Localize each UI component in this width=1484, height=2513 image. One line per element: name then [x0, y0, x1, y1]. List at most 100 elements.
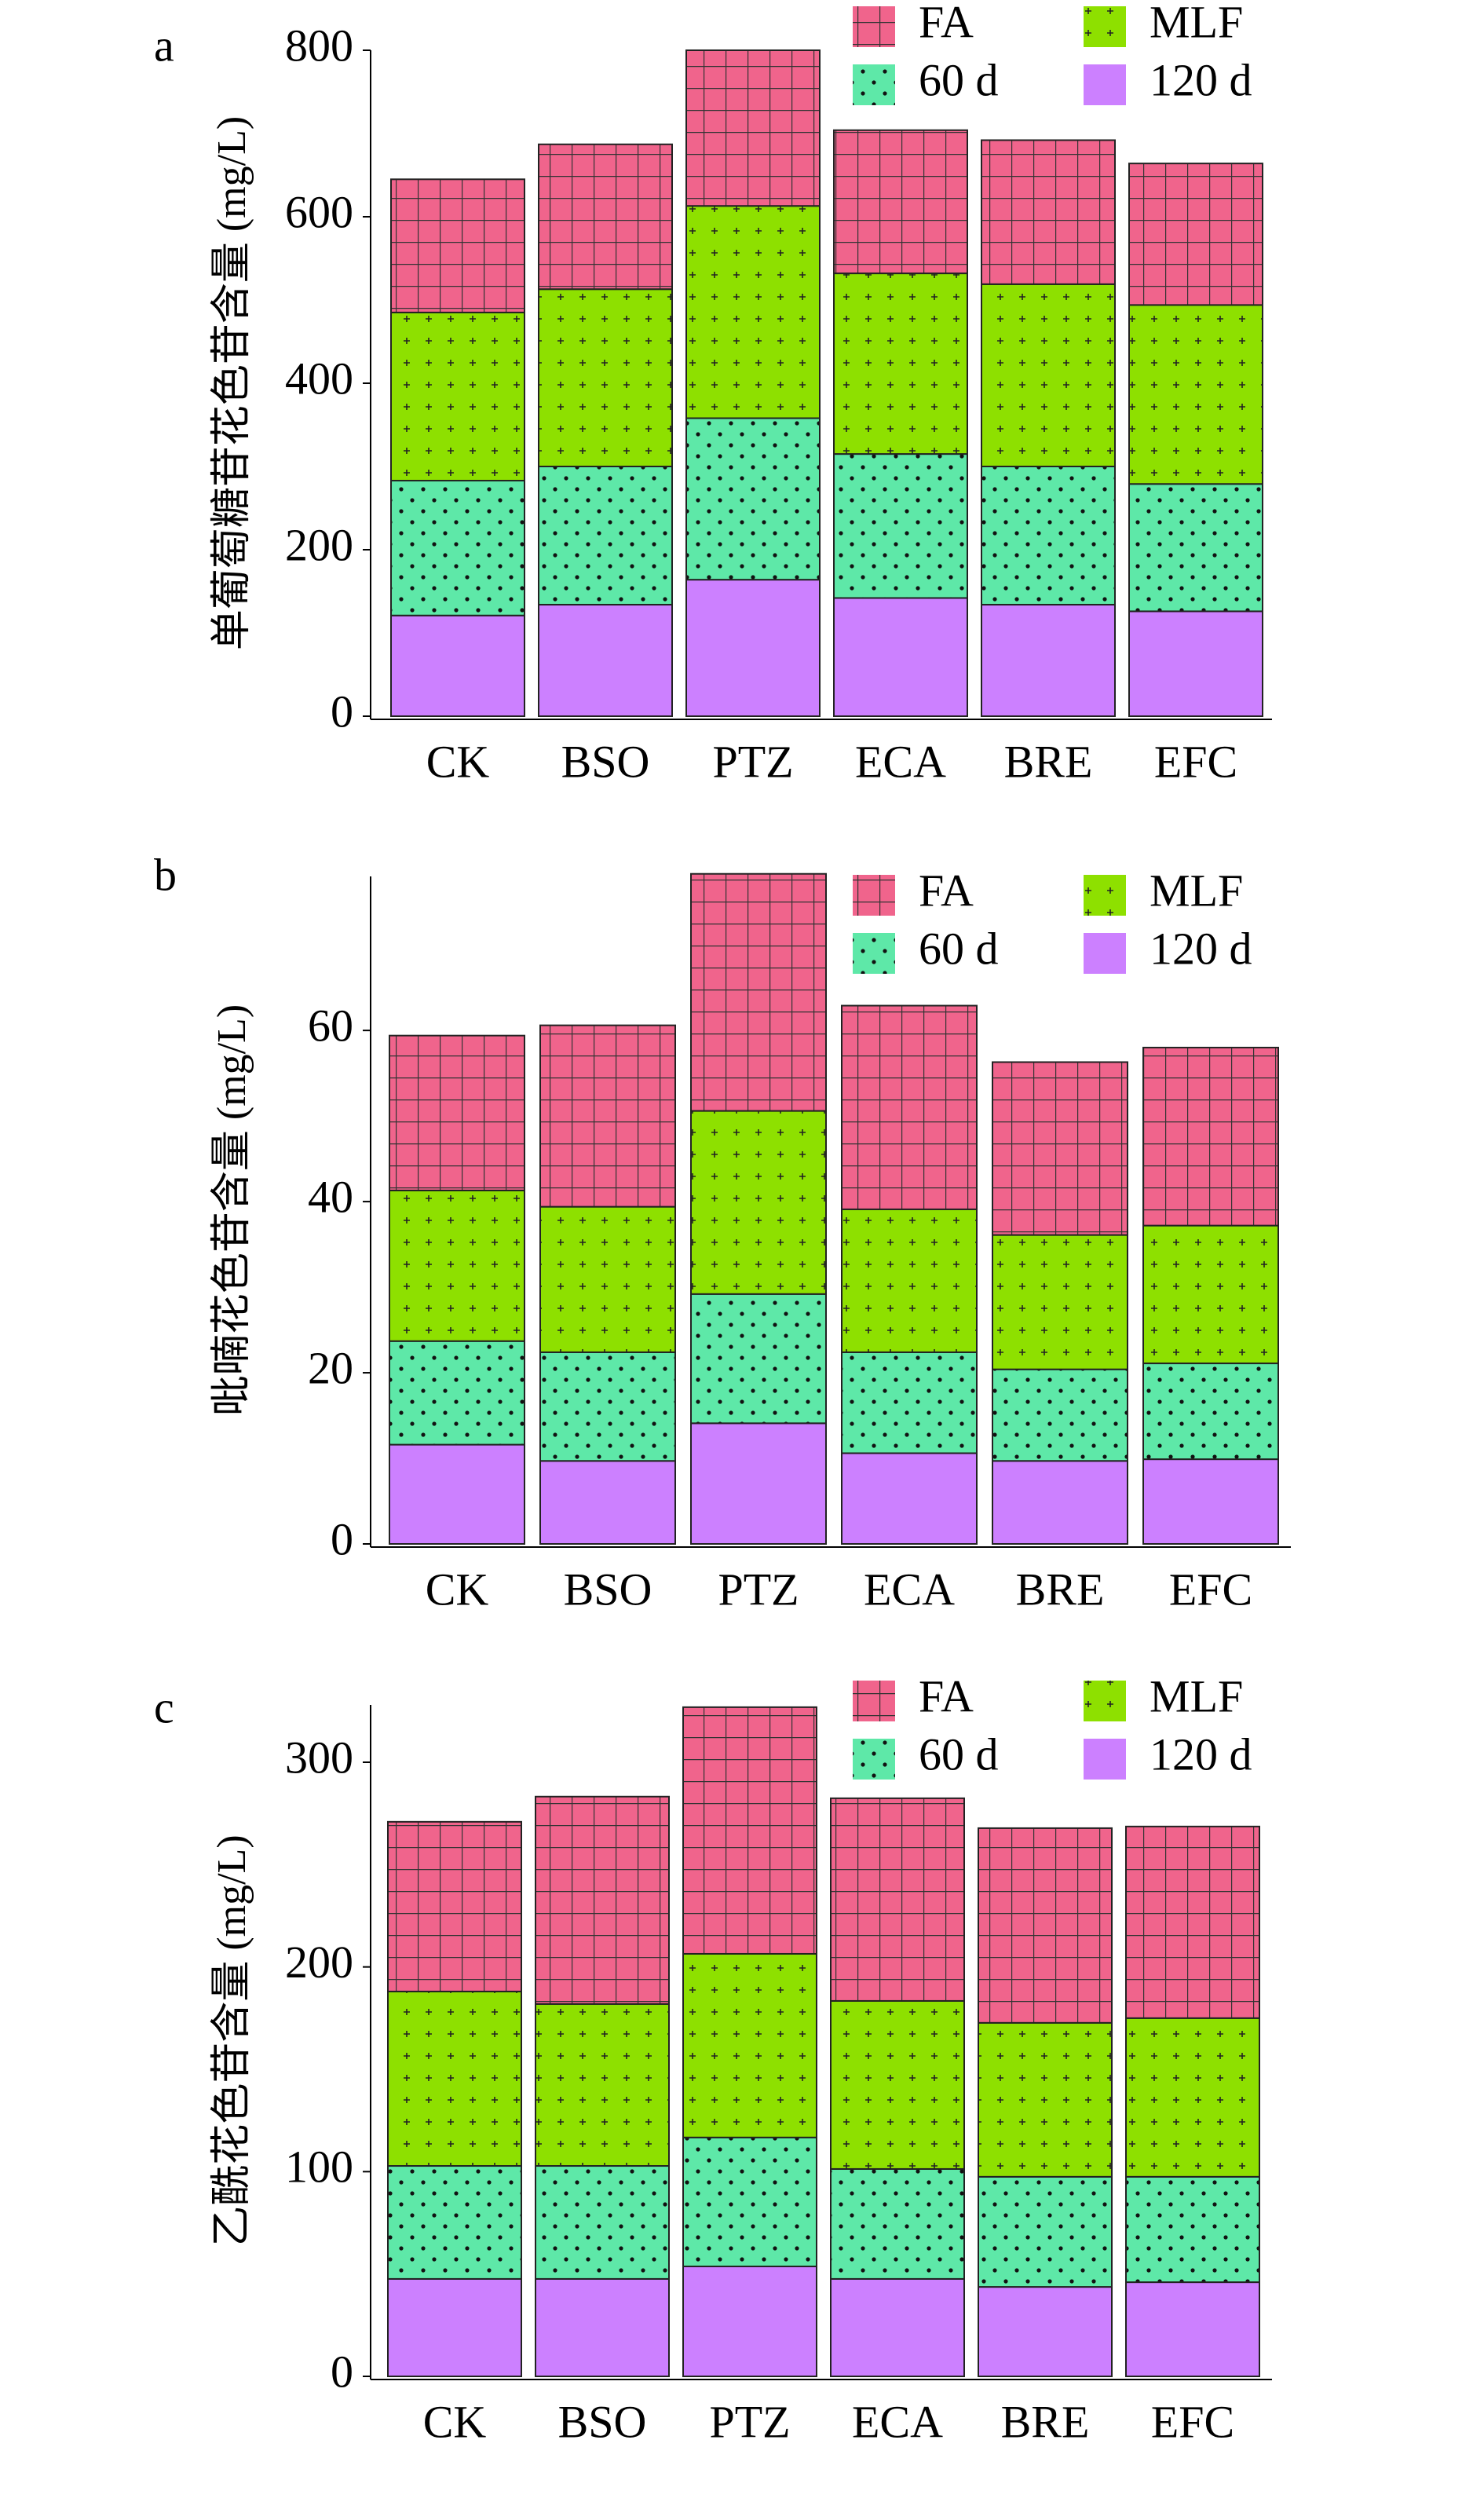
legend-swatch — [1084, 6, 1126, 47]
y-tick-label: 0 — [331, 1513, 353, 1564]
bar-segment — [978, 2021, 1113, 2178]
bar-segment — [539, 1024, 676, 1208]
bar-segment — [981, 139, 1116, 285]
legend-label: MLF — [1150, 0, 1243, 47]
bar-segment — [390, 178, 525, 313]
y-tick-label: 20 — [308, 1342, 353, 1393]
legend-label: 120 d — [1150, 1728, 1252, 1780]
y-tick-label: 800 — [285, 20, 353, 71]
panel-label: a — [154, 20, 174, 71]
bar-segment — [1128, 610, 1263, 717]
legend-swatch — [1084, 1681, 1126, 1721]
x-tick-label: EFC — [1169, 1564, 1252, 1615]
x-tick-label: ECA — [852, 2396, 943, 2447]
legend-label: 120 d — [1150, 54, 1252, 105]
bar-segment — [539, 1205, 676, 1353]
bar-segment — [833, 597, 968, 717]
bar-segment — [389, 1443, 525, 1545]
bar-segment — [690, 1110, 827, 1295]
y-tick-label: 600 — [285, 186, 353, 237]
legend-label: FA — [919, 0, 974, 47]
bar-segment — [833, 129, 968, 275]
panel-label: c — [154, 1681, 174, 1732]
bar-segment — [535, 2165, 670, 2280]
bar-segment — [981, 603, 1116, 718]
legend-swatch — [1084, 933, 1126, 974]
bar-segment — [538, 288, 673, 467]
legend-swatch — [853, 933, 895, 974]
bar-segment — [685, 417, 821, 581]
y-tick-label: 400 — [285, 353, 353, 404]
bar-segment — [390, 311, 525, 482]
bar-segment — [1128, 483, 1263, 613]
bar-segment — [978, 2175, 1113, 2288]
bar-segment — [538, 143, 673, 291]
bar-segment — [538, 466, 673, 605]
bar-segment — [1128, 304, 1263, 485]
bar-segment — [539, 1460, 676, 1545]
bar-segment — [978, 2286, 1113, 2378]
x-tick-label: BRE — [1004, 736, 1093, 787]
legend-swatch — [853, 6, 895, 47]
bar-segment — [841, 1004, 978, 1210]
legend-label: FA — [919, 1670, 974, 1721]
bar-segment — [389, 1340, 525, 1446]
bar-segment — [981, 283, 1116, 467]
bar-segment — [978, 1827, 1113, 2024]
bar-segment — [1142, 1363, 1279, 1461]
legend-swatch — [1084, 64, 1126, 105]
bar-segment — [690, 872, 827, 1112]
bar-segment — [992, 1061, 1128, 1236]
bar-segment — [992, 1368, 1128, 1462]
bar-segment — [538, 603, 673, 718]
legend-label: MLF — [1150, 865, 1243, 916]
x-tick-label: ECA — [864, 1564, 955, 1615]
bar-segment — [387, 1990, 522, 2167]
legend-label: FA — [919, 865, 974, 916]
y-tick-label: 0 — [331, 686, 353, 737]
x-tick-label: PTZ — [709, 2396, 790, 2447]
bar-segment — [830, 1999, 965, 2170]
bar-segment — [1142, 1046, 1279, 1227]
bar-segment — [682, 1706, 817, 1955]
bar-segment — [387, 2165, 522, 2280]
x-tick-label: EFC — [1151, 2396, 1234, 2447]
bar-segment — [833, 273, 968, 455]
legend-swatch — [853, 64, 895, 105]
legend-label: 60 d — [919, 54, 999, 105]
bar-segment — [387, 2277, 522, 2377]
bar-segment — [1125, 2175, 1260, 2284]
x-tick-label: PTZ — [718, 1564, 799, 1615]
bar-segment — [539, 1351, 676, 1462]
bar-segment — [981, 466, 1116, 605]
y-axis-label: 乙酰花色苷含量 (mg/L) — [210, 1834, 254, 2246]
y-axis-label: 吡喃花色苷含量 (mg/L) — [210, 1004, 254, 1416]
legend-label: 120 d — [1150, 923, 1252, 974]
y-tick-label: 200 — [285, 1937, 353, 1988]
bar-segment — [830, 2167, 965, 2280]
y-tick-label: 0 — [331, 2346, 353, 2397]
legend-swatch — [1084, 1739, 1126, 1780]
x-tick-label: CK — [423, 2396, 487, 2447]
x-tick-label: ECA — [855, 736, 946, 787]
bar-segment — [390, 614, 525, 717]
legend-swatch — [853, 1681, 895, 1721]
x-tick-label: CK — [426, 736, 490, 787]
x-tick-label: BSO — [558, 2396, 647, 2447]
bar-segment — [685, 205, 821, 419]
bar-segment — [841, 1351, 978, 1454]
bar-segment — [830, 2277, 965, 2377]
x-tick-label: EFC — [1154, 736, 1237, 787]
bar-segment — [690, 1422, 827, 1545]
bar-segment — [682, 2136, 817, 2268]
bar-segment — [830, 1797, 965, 2002]
legend-label: MLF — [1150, 1670, 1243, 1721]
bar-segment — [992, 1234, 1128, 1370]
y-tick-label: 300 — [285, 1732, 353, 1783]
bar-segment — [1128, 163, 1263, 306]
bar-segment — [535, 2003, 670, 2167]
bar-segment — [841, 1452, 978, 1545]
bar-segment — [1125, 2017, 1260, 2178]
x-tick-label: BSO — [564, 1564, 652, 1615]
